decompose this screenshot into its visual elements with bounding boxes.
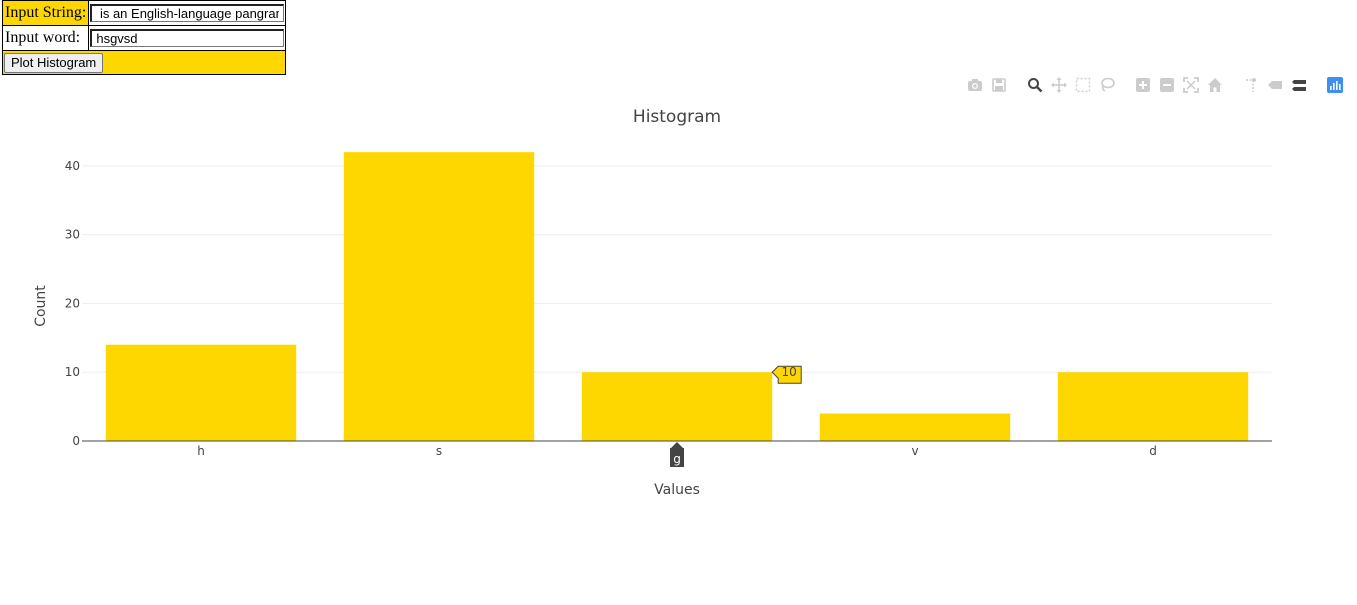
lasso-select-icon[interactable]	[1095, 76, 1119, 94]
x-tick-label: s	[436, 444, 442, 458]
y-axis-title: Count	[33, 285, 49, 327]
grid-lines	[82, 165, 1272, 373]
camera-icon[interactable]	[963, 76, 987, 94]
reset-axes-icon[interactable]	[1203, 76, 1227, 94]
chart-title: Histogram	[633, 107, 721, 127]
axes: 0 10 20 30 40 h s v d	[65, 159, 1272, 458]
save-icon[interactable]	[987, 76, 1011, 94]
hover-closest-icon[interactable]	[1263, 76, 1287, 94]
zoom-out-icon[interactable]	[1155, 76, 1179, 94]
input-form: Input String: Input word: Plot Histogram	[1, 0, 287, 75]
input-word-cell	[88, 25, 287, 51]
box-select-icon[interactable]	[1071, 76, 1095, 94]
pan-icon[interactable]	[1047, 76, 1071, 94]
plotly-logo-icon[interactable]	[1323, 76, 1347, 94]
y-tick-label: 30	[65, 228, 80, 242]
x-tick-label: h	[197, 444, 205, 458]
bar-g[interactable]	[581, 372, 773, 441]
spike-lines-icon[interactable]	[1239, 76, 1263, 94]
input-word-field[interactable]	[90, 28, 285, 47]
x-axis-title: Values	[654, 482, 700, 498]
hover-value-label: 10	[782, 365, 797, 379]
y-tick-label: 40	[65, 159, 80, 173]
x-tick-label: d	[1149, 444, 1157, 458]
bar-h[interactable]	[105, 344, 297, 441]
plot-histogram-button[interactable]: Plot Histogram	[4, 52, 104, 73]
hover-labels: 10 g	[670, 365, 802, 467]
zoom-in-icon[interactable]	[1131, 76, 1155, 94]
hover-category-label: g	[673, 452, 681, 466]
y-tick-label: 20	[65, 296, 80, 310]
bar-s[interactable]	[343, 152, 535, 441]
bar-v[interactable]	[819, 413, 1011, 441]
bar-d[interactable]	[1057, 372, 1249, 441]
button-cell: Plot Histogram	[1, 50, 287, 75]
autoscale-icon[interactable]	[1179, 76, 1203, 94]
hover-value-box	[771, 365, 802, 384]
y-tick-label: 0	[72, 434, 80, 448]
y-tick-label: 10	[65, 365, 80, 379]
hover-compare-icon[interactable]	[1287, 76, 1311, 94]
input-word-label: Input word:	[1, 25, 90, 51]
modebar	[951, 76, 1347, 94]
hover-category-box	[670, 442, 684, 467]
bars	[105, 152, 1249, 441]
x-tick-label: v	[911, 444, 918, 458]
input-string-field[interactable]	[90, 3, 285, 22]
zoom-icon[interactable]	[1023, 76, 1047, 94]
